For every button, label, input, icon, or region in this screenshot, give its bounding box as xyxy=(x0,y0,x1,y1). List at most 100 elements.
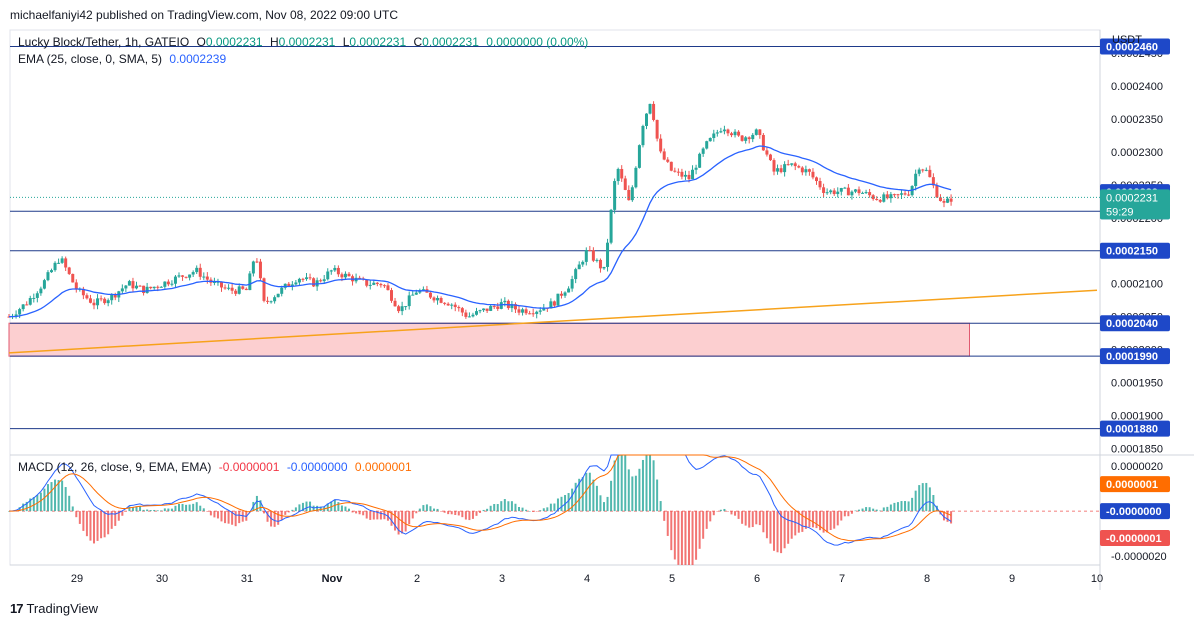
candle-body xyxy=(754,129,758,135)
macd-histogram-bar xyxy=(447,511,450,515)
macd-histogram-bar xyxy=(875,509,878,512)
candle-body xyxy=(552,301,556,306)
macd-signal-value: 0.0000001 xyxy=(354,460,412,474)
macd-histogram-bar xyxy=(907,501,910,512)
macd-histogram-bar xyxy=(103,511,106,538)
macd-histogram-bar xyxy=(255,495,258,512)
macd-histogram-bar xyxy=(178,503,180,512)
macd-histogram-bar xyxy=(114,511,117,526)
candle-body xyxy=(737,131,741,136)
candle-body xyxy=(772,160,776,172)
macd-histogram-bar xyxy=(39,492,42,512)
macd-histogram-bar xyxy=(663,511,666,521)
candle-body xyxy=(673,170,677,172)
macd-histogram-bar xyxy=(507,501,510,512)
candle-body xyxy=(85,295,89,299)
candle-body xyxy=(701,148,705,154)
macd-histogram-bar xyxy=(397,511,400,535)
candle-body xyxy=(411,294,415,296)
candle-body xyxy=(198,267,202,277)
candle-body xyxy=(730,133,733,136)
level-badge-label: 0.0002460 xyxy=(1106,41,1158,53)
candle-body xyxy=(574,269,578,280)
level-badge xyxy=(1100,420,1170,437)
macd-histogram-bar xyxy=(486,508,489,512)
candle-body xyxy=(418,290,422,293)
candle-body xyxy=(428,292,432,298)
candle-body xyxy=(510,304,514,309)
candle-body xyxy=(889,194,893,199)
macd-histogram-bar xyxy=(666,511,669,536)
candle-body xyxy=(475,311,478,315)
candle-body xyxy=(372,282,376,285)
support-zone xyxy=(8,322,970,357)
macd-histogram-bar xyxy=(879,510,882,512)
macd-histogram-bar xyxy=(769,511,772,544)
close-label: C xyxy=(413,35,423,49)
candle-body xyxy=(113,294,117,298)
symbol-title: Lucky Block/Tether, 1h, GATEIO xyxy=(18,35,190,49)
candle-body xyxy=(400,306,404,312)
macd-histogram-bar xyxy=(344,506,347,512)
macd-histogram-bar xyxy=(748,511,751,528)
candle-body xyxy=(751,134,755,140)
macd-histogram-bar xyxy=(149,510,152,512)
macd-histogram-bar xyxy=(202,508,205,512)
macd-histogram-bar xyxy=(170,508,173,512)
tradingview-logo[interactable]: 17 TradingView xyxy=(10,601,98,616)
macd-histogram-bar xyxy=(535,511,538,512)
macd-histogram-bar xyxy=(43,488,46,512)
time-tick-label: 8 xyxy=(924,573,930,585)
candle-body xyxy=(96,298,100,306)
macd-histogram-bar xyxy=(429,506,432,512)
tradingview-logo-text: TradingView xyxy=(26,601,99,616)
candle-body xyxy=(531,313,535,315)
candle-body xyxy=(25,304,29,306)
candle-body xyxy=(691,169,695,180)
candle-body xyxy=(659,138,663,152)
macd-histogram-bar xyxy=(592,479,595,512)
candle-body xyxy=(871,195,875,200)
macd-histogram-bar xyxy=(227,511,230,524)
candle-body xyxy=(163,281,167,287)
candle-body xyxy=(560,293,563,296)
candle-body xyxy=(60,258,64,263)
macd-histogram-bar xyxy=(542,508,545,512)
candle-body xyxy=(273,297,277,302)
macd-histogram-bar xyxy=(518,507,520,512)
macd-histogram-bar xyxy=(75,511,78,518)
macd-histogram-bar xyxy=(610,480,613,512)
macd-histogram-bar xyxy=(730,511,733,515)
macd-histogram-bar xyxy=(206,511,209,512)
candle-body xyxy=(843,187,847,189)
candle-body xyxy=(570,279,574,289)
candle-body xyxy=(708,137,712,142)
macd-histogram-bar xyxy=(401,511,404,534)
macd-histogram-bar xyxy=(624,455,627,512)
candle-body xyxy=(149,286,153,289)
macd-histogram-bar xyxy=(238,511,241,524)
macd-histogram-bar xyxy=(595,485,598,512)
macd-histogram-bar xyxy=(918,485,921,512)
macd-hist-value: -0.0000001 xyxy=(218,460,280,474)
macd-histogram-bar xyxy=(896,502,899,512)
macd-histogram-bar xyxy=(220,511,223,522)
candle-body xyxy=(584,250,588,262)
macd-histogram-bar xyxy=(854,510,857,512)
candle-body xyxy=(676,171,680,173)
macd-histogram-bar xyxy=(372,511,375,520)
candle-body xyxy=(110,294,114,301)
level-badge-label: 0.0001990 xyxy=(1106,351,1158,363)
macd-histogram-bar xyxy=(277,511,280,525)
macd-histogram-bar xyxy=(294,507,297,512)
candle-body xyxy=(305,277,308,280)
macd-histogram-bar xyxy=(284,511,287,515)
candle-body xyxy=(195,267,199,273)
candle-body xyxy=(726,129,730,134)
macd-histogram-bar xyxy=(369,511,372,520)
candle-body xyxy=(836,191,840,195)
candle-body xyxy=(882,194,886,202)
candle-body xyxy=(74,282,78,290)
candle-body xyxy=(294,282,298,285)
